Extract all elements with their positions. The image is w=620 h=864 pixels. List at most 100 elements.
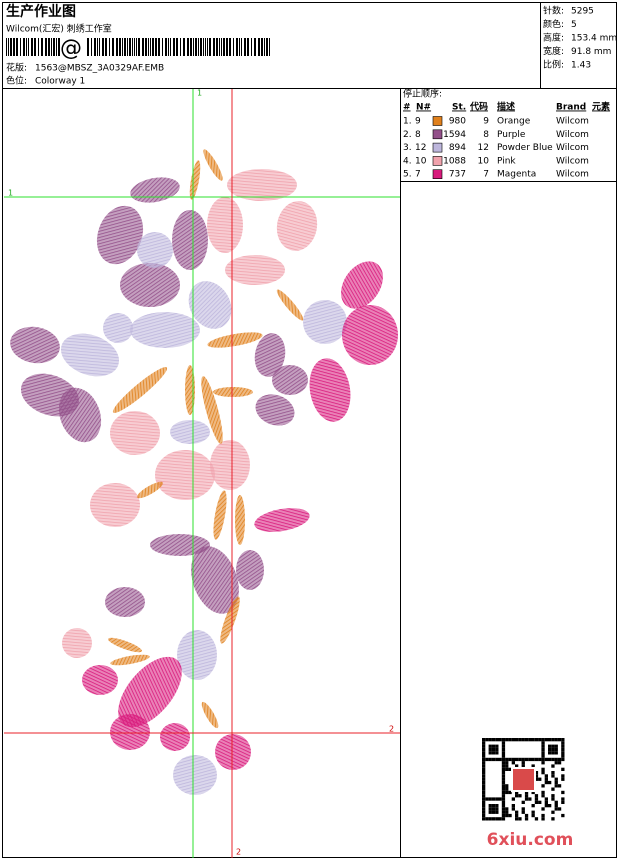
qr-cell — [488, 804, 492, 808]
qr-cell — [561, 757, 565, 762]
stat-label: 针数: — [543, 5, 564, 17]
qr-cell — [501, 800, 506, 804]
bar — [41, 38, 43, 56]
qr-cell — [495, 817, 499, 821]
table-cell: 894 — [449, 143, 466, 153]
qr-cell — [548, 780, 552, 785]
bar — [264, 38, 265, 56]
bar — [229, 38, 231, 56]
qr-cell — [538, 757, 542, 762]
qr-cell — [554, 804, 558, 808]
qr-cell — [551, 817, 555, 821]
petal — [130, 312, 200, 348]
qr-cell — [534, 817, 539, 821]
qr-cell — [534, 794, 539, 798]
qr-cell — [548, 738, 552, 742]
bar — [109, 38, 110, 56]
qr-cell — [505, 767, 509, 771]
qr-cell — [561, 797, 565, 801]
qr-cell — [501, 817, 506, 821]
qr-cell — [501, 771, 506, 775]
petal — [110, 714, 150, 750]
stat-label: 宽度: — [543, 45, 564, 57]
qr-cell — [544, 738, 548, 742]
stat-label: 比例: — [543, 59, 564, 71]
table-cell: 1088 — [443, 156, 466, 166]
qr-cell — [561, 751, 565, 755]
qr-cell — [501, 744, 506, 748]
colorway: Colorway 1 — [35, 77, 85, 87]
table-cell: Powder Blue — [497, 143, 553, 153]
petal — [58, 387, 102, 443]
qr-cell — [548, 747, 552, 752]
qr-cell — [501, 797, 506, 801]
qr-cell — [554, 784, 558, 788]
bar — [183, 38, 185, 56]
qr-cell — [557, 761, 562, 765]
petal — [62, 628, 92, 658]
bar — [148, 38, 149, 56]
qr-cell — [495, 738, 499, 742]
qr-cell — [501, 780, 506, 785]
watermark: 6xiu.com — [487, 830, 574, 850]
qr-cell — [531, 738, 535, 742]
bar — [219, 38, 220, 56]
qr-cell — [541, 754, 545, 758]
qr-cell — [508, 767, 512, 771]
bar — [38, 38, 39, 56]
barcode — [6, 38, 270, 56]
qr-cell — [501, 794, 506, 798]
qr-cell — [551, 771, 555, 775]
qr-cell — [482, 817, 486, 821]
qr-cell — [541, 767, 545, 771]
petal — [207, 332, 263, 348]
qr-cell — [482, 787, 486, 791]
qr-cell — [524, 757, 529, 762]
bar — [152, 38, 154, 56]
qr-cell — [538, 800, 542, 804]
bar — [136, 38, 137, 56]
qr-cell — [505, 761, 509, 765]
stop-title: 停止顺序: — [403, 88, 442, 100]
qr-cell — [528, 797, 532, 801]
qr-cell — [561, 754, 565, 758]
qr-cell — [511, 797, 515, 801]
qr-cell — [515, 810, 519, 814]
qr-cell — [488, 810, 492, 814]
bar — [16, 38, 18, 56]
qr-cell — [538, 738, 542, 742]
table-header: St. — [452, 103, 466, 113]
qr-cell — [521, 810, 525, 814]
bar — [58, 38, 60, 56]
qr-cell — [544, 777, 548, 781]
table-header: 代码 — [469, 101, 488, 113]
bar — [173, 38, 175, 56]
table-header: 元素 — [592, 101, 610, 113]
stat-value: 5 — [571, 20, 577, 30]
petal — [210, 440, 250, 490]
petal — [150, 534, 210, 556]
qr-cell — [518, 738, 522, 742]
qr-cell — [515, 790, 519, 795]
table-cell: 1594 — [443, 130, 466, 140]
petal — [236, 550, 264, 590]
qr-cell — [501, 813, 506, 818]
qr-cell — [518, 757, 522, 762]
petal — [189, 160, 201, 200]
bar — [45, 38, 47, 56]
qr-cell — [488, 797, 492, 801]
qr-cell — [534, 738, 539, 742]
qr-cell — [488, 738, 492, 742]
table-cell: 10 — [478, 156, 490, 166]
qr-cell — [485, 738, 489, 742]
bar — [138, 38, 140, 56]
petal — [254, 333, 286, 377]
petal — [191, 546, 239, 614]
bar — [102, 38, 104, 56]
bar — [176, 38, 178, 56]
bar — [187, 38, 189, 56]
qr-cell — [557, 757, 562, 762]
qr-cell — [521, 738, 525, 742]
